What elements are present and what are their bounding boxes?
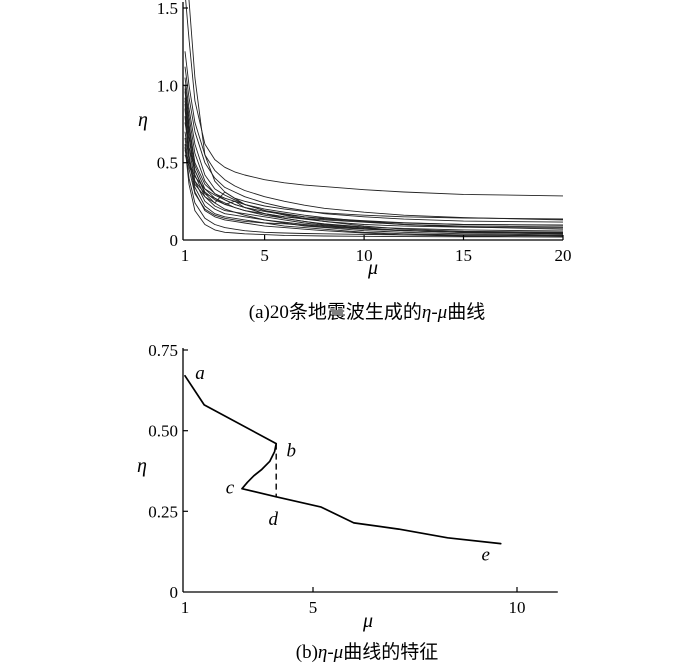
caption-b: (b)η-μ曲线的特征 (296, 641, 438, 663)
y-axis-label-a: η (138, 109, 148, 131)
series-line-a-15 (184, 147, 564, 238)
series-line-a-9 (184, 108, 564, 237)
chart-panel-a: 00.51.01.51 5 10 15 20 (157, 0, 572, 265)
series-line-a-12 (184, 131, 564, 233)
caption-b-suffix: 曲线的特征 (343, 641, 438, 663)
series-line-a-8 (184, 103, 564, 236)
x-tick-label: 1 (181, 598, 190, 617)
x-tick-label: 5 (309, 598, 318, 617)
caption-b-prefix: (b) (296, 642, 318, 663)
series-line-a-14 (184, 144, 564, 236)
y-tick-label: 1.5 (157, 0, 178, 18)
point-label-c: c (226, 478, 235, 499)
series-line-a-2 (188, 0, 564, 220)
caption-a-prefix: (a)20条地震波生成的 (249, 301, 422, 323)
y-axis-label-b: η (137, 455, 147, 477)
x-tick-label: 1 (181, 246, 190, 265)
y-tick-label: 0.5 (157, 154, 178, 173)
chart-panel-b: 0 0.25 0.50 0.75 1 5 10 a b c d e (148, 341, 558, 617)
caption-a-suffix: 曲线 (447, 301, 485, 323)
point-label-a: a (195, 363, 205, 384)
series-group-b (184, 374, 502, 545)
y-tick-label: 0.50 (148, 422, 178, 441)
point-label-b: b (286, 441, 296, 462)
x-tick-label: 10 (509, 598, 526, 617)
x-axis-label-a: μ (367, 257, 378, 279)
y-tick-label: 0 (170, 231, 179, 250)
caption-a-symbol: η-μ (422, 302, 447, 323)
x-tick-label: 15 (455, 246, 472, 265)
x-tick-label: 5 (260, 246, 269, 265)
series-line-a-1 (185, 0, 564, 197)
x-tick-label: 20 (555, 246, 572, 265)
series-line-a-19 (184, 88, 564, 230)
y-tick-label: 0.25 (148, 502, 178, 521)
y-tick-label: 0.75 (148, 341, 178, 360)
y-tick-label: 1.0 (157, 76, 178, 95)
series-group-a (184, 0, 564, 238)
caption-b-symbol: η-μ (318, 642, 343, 663)
series-line-a-3 (184, 66, 564, 223)
series-line-a-18 (184, 51, 564, 221)
series-line-a-20 (184, 100, 564, 235)
y-tick-label: 0 (170, 583, 179, 602)
point-label-d: d (268, 509, 278, 530)
series-line-b-1 (184, 374, 502, 545)
point-label-e: e (481, 545, 489, 566)
x-tick-label: 10 (356, 246, 373, 265)
caption-a: (a)20条地震波生成的η-μ曲线 (249, 301, 485, 323)
x-axis-label-b: μ (362, 610, 373, 632)
